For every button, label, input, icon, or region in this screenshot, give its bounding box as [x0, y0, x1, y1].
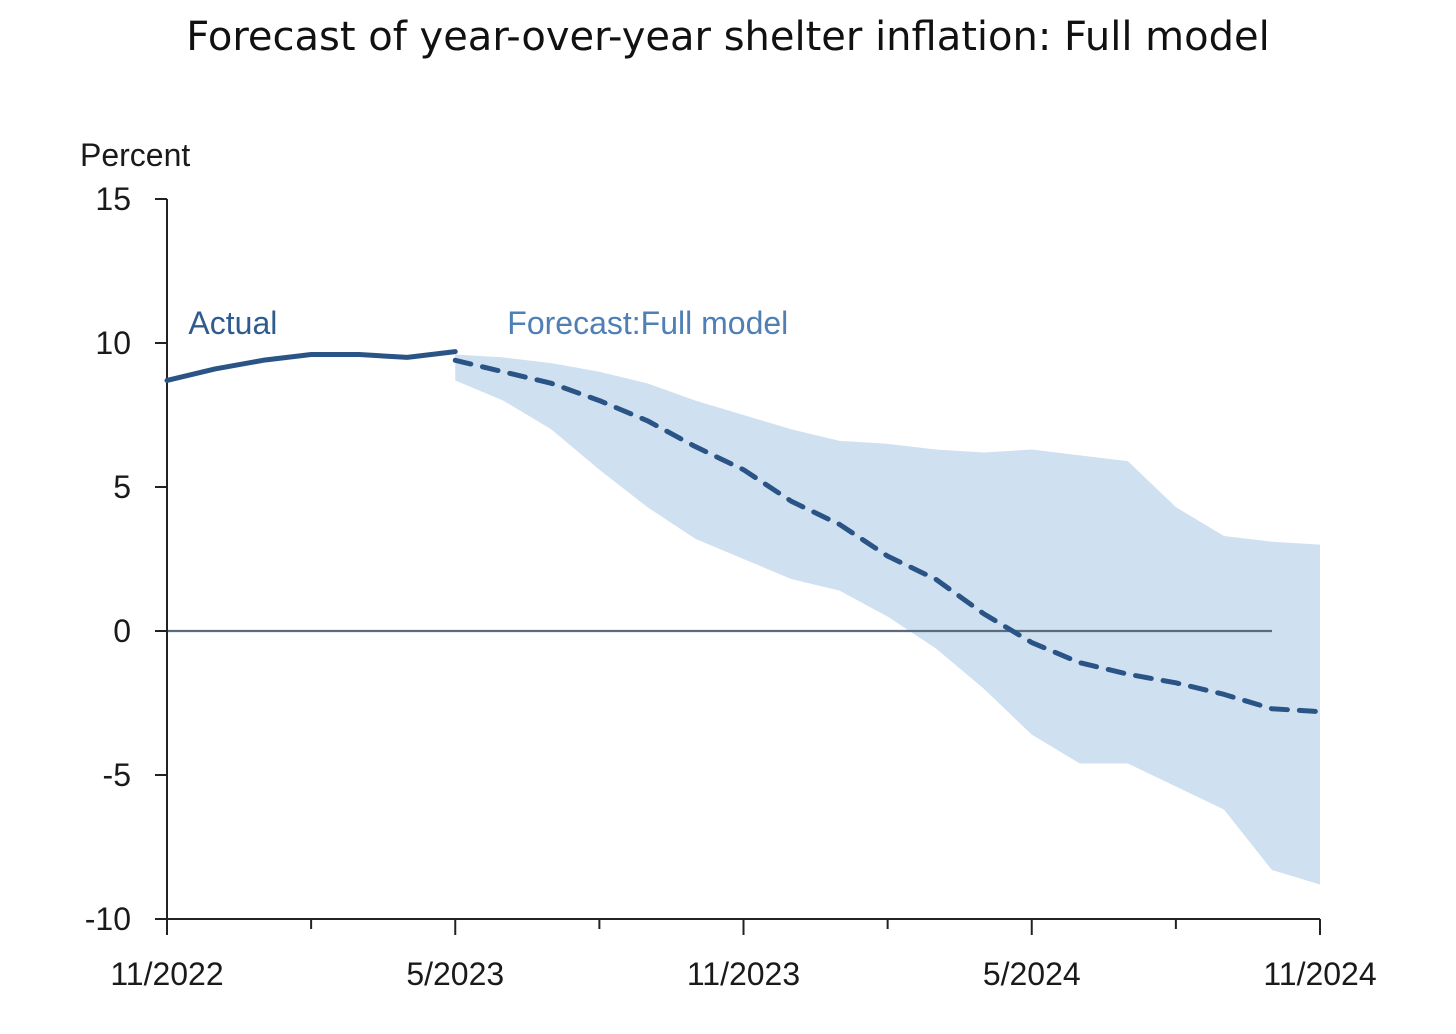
chart-title: Forecast of year-over-year shelter infla…: [186, 14, 1270, 60]
y-tick-label: 5: [113, 469, 131, 505]
x-tick-label: 11/2023: [687, 956, 800, 992]
y-tick-label: 10: [95, 325, 131, 361]
x-tick-label: 11/2024: [1263, 956, 1376, 992]
y-axis-label: Percent: [80, 137, 190, 173]
y-tick-label: 15: [95, 181, 131, 217]
x-tick-label: 5/2023: [406, 956, 504, 992]
x-tick-label: 5/2024: [983, 956, 1081, 992]
forecast-annotation: Forecast:Full model: [507, 305, 788, 341]
y-tick-label: -5: [103, 757, 131, 793]
actual-line: [164, 349, 458, 383]
y-tick-label: -10: [85, 901, 131, 937]
actual-annotation: Actual: [188, 305, 277, 341]
x-tick-label: 11/2022: [110, 956, 223, 992]
y-tick-label: 0: [113, 613, 131, 649]
forecast-band: [455, 354, 1320, 885]
forecast-line: [452, 357, 1323, 715]
